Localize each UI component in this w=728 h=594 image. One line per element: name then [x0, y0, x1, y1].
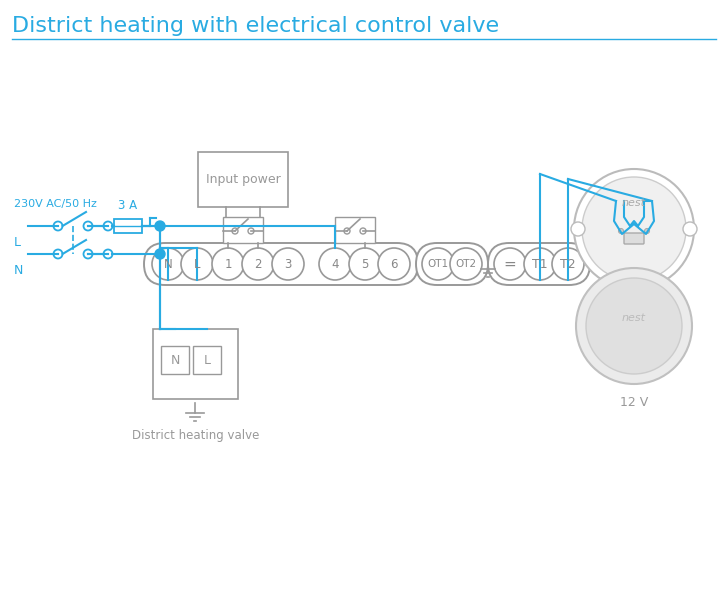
- Circle shape: [84, 222, 92, 230]
- Circle shape: [582, 177, 686, 281]
- FancyBboxPatch shape: [624, 233, 644, 244]
- FancyBboxPatch shape: [144, 243, 418, 285]
- FancyBboxPatch shape: [488, 243, 590, 285]
- Text: 230V AC/50 Hz: 230V AC/50 Hz: [14, 199, 97, 209]
- Text: District heating valve: District heating valve: [132, 429, 259, 442]
- Circle shape: [181, 248, 213, 280]
- Circle shape: [574, 169, 694, 289]
- FancyBboxPatch shape: [335, 217, 375, 243]
- Circle shape: [155, 221, 165, 231]
- Circle shape: [212, 248, 244, 280]
- Circle shape: [232, 228, 238, 234]
- Circle shape: [152, 248, 184, 280]
- FancyBboxPatch shape: [416, 243, 488, 285]
- Circle shape: [378, 248, 410, 280]
- Circle shape: [524, 248, 556, 280]
- Text: 3: 3: [285, 258, 292, 270]
- Circle shape: [571, 222, 585, 236]
- Circle shape: [53, 222, 63, 230]
- Text: 3 A: 3 A: [119, 199, 138, 212]
- Circle shape: [619, 229, 623, 233]
- Text: T2: T2: [560, 258, 576, 270]
- Text: =: =: [504, 257, 516, 271]
- FancyBboxPatch shape: [114, 219, 142, 233]
- Circle shape: [349, 248, 381, 280]
- Text: District heating with electrical control valve: District heating with electrical control…: [12, 16, 499, 36]
- FancyBboxPatch shape: [193, 346, 221, 374]
- Text: 1: 1: [224, 258, 232, 270]
- Text: 5: 5: [361, 258, 368, 270]
- Circle shape: [53, 249, 63, 258]
- Text: 6: 6: [390, 258, 397, 270]
- Text: L: L: [204, 353, 210, 366]
- Text: nest: nest: [622, 313, 646, 323]
- Text: 2: 2: [254, 258, 262, 270]
- Circle shape: [242, 248, 274, 280]
- Text: N: N: [14, 264, 23, 276]
- Text: 12 V: 12 V: [620, 396, 648, 409]
- Circle shape: [644, 229, 649, 233]
- Text: T1: T1: [532, 258, 547, 270]
- Circle shape: [450, 248, 482, 280]
- Text: N: N: [164, 258, 173, 270]
- Circle shape: [422, 248, 454, 280]
- Circle shape: [586, 278, 682, 374]
- Text: Input power: Input power: [205, 173, 280, 186]
- Circle shape: [103, 222, 113, 230]
- Text: 4: 4: [331, 258, 339, 270]
- Text: nest: nest: [622, 198, 646, 208]
- FancyBboxPatch shape: [161, 346, 189, 374]
- Text: L: L: [14, 235, 21, 248]
- Circle shape: [84, 249, 92, 258]
- Circle shape: [155, 249, 165, 259]
- Circle shape: [344, 228, 350, 234]
- Circle shape: [683, 222, 697, 236]
- FancyBboxPatch shape: [223, 217, 263, 243]
- Circle shape: [319, 248, 351, 280]
- Circle shape: [103, 249, 113, 258]
- Text: OT1: OT1: [427, 259, 448, 269]
- Circle shape: [552, 248, 584, 280]
- Text: OT2: OT2: [456, 259, 477, 269]
- Circle shape: [272, 248, 304, 280]
- FancyBboxPatch shape: [153, 329, 238, 399]
- Circle shape: [360, 228, 366, 234]
- Circle shape: [576, 268, 692, 384]
- FancyBboxPatch shape: [198, 152, 288, 207]
- Circle shape: [248, 228, 254, 234]
- Circle shape: [494, 248, 526, 280]
- Text: N: N: [170, 353, 180, 366]
- Text: L: L: [194, 258, 200, 270]
